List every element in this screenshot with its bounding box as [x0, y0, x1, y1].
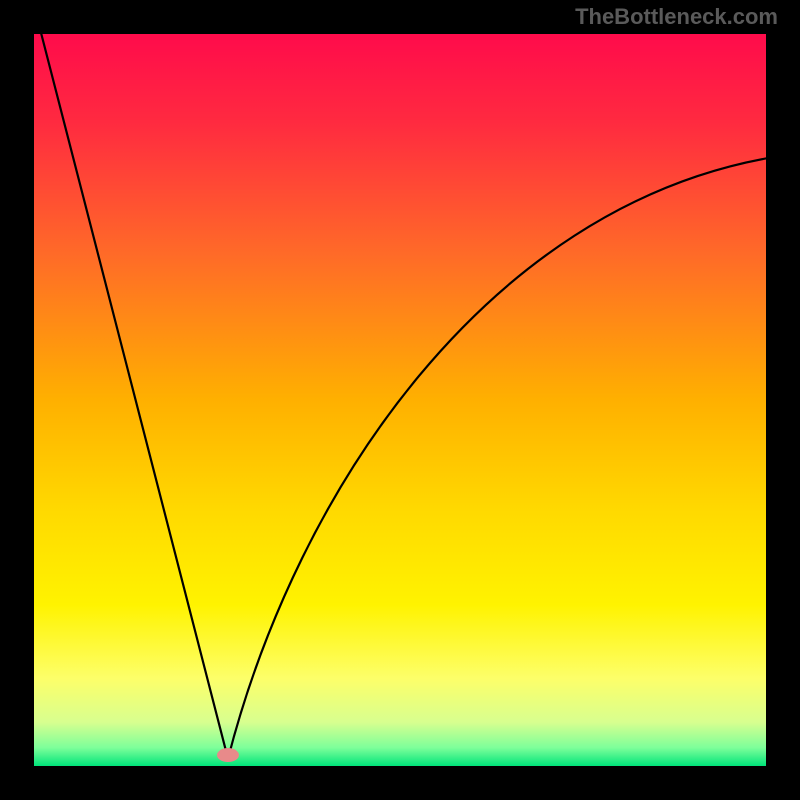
plot-area	[34, 34, 766, 766]
minimum-marker	[217, 748, 239, 762]
chart-svg	[34, 34, 766, 766]
watermark-text: TheBottleneck.com	[575, 4, 778, 30]
